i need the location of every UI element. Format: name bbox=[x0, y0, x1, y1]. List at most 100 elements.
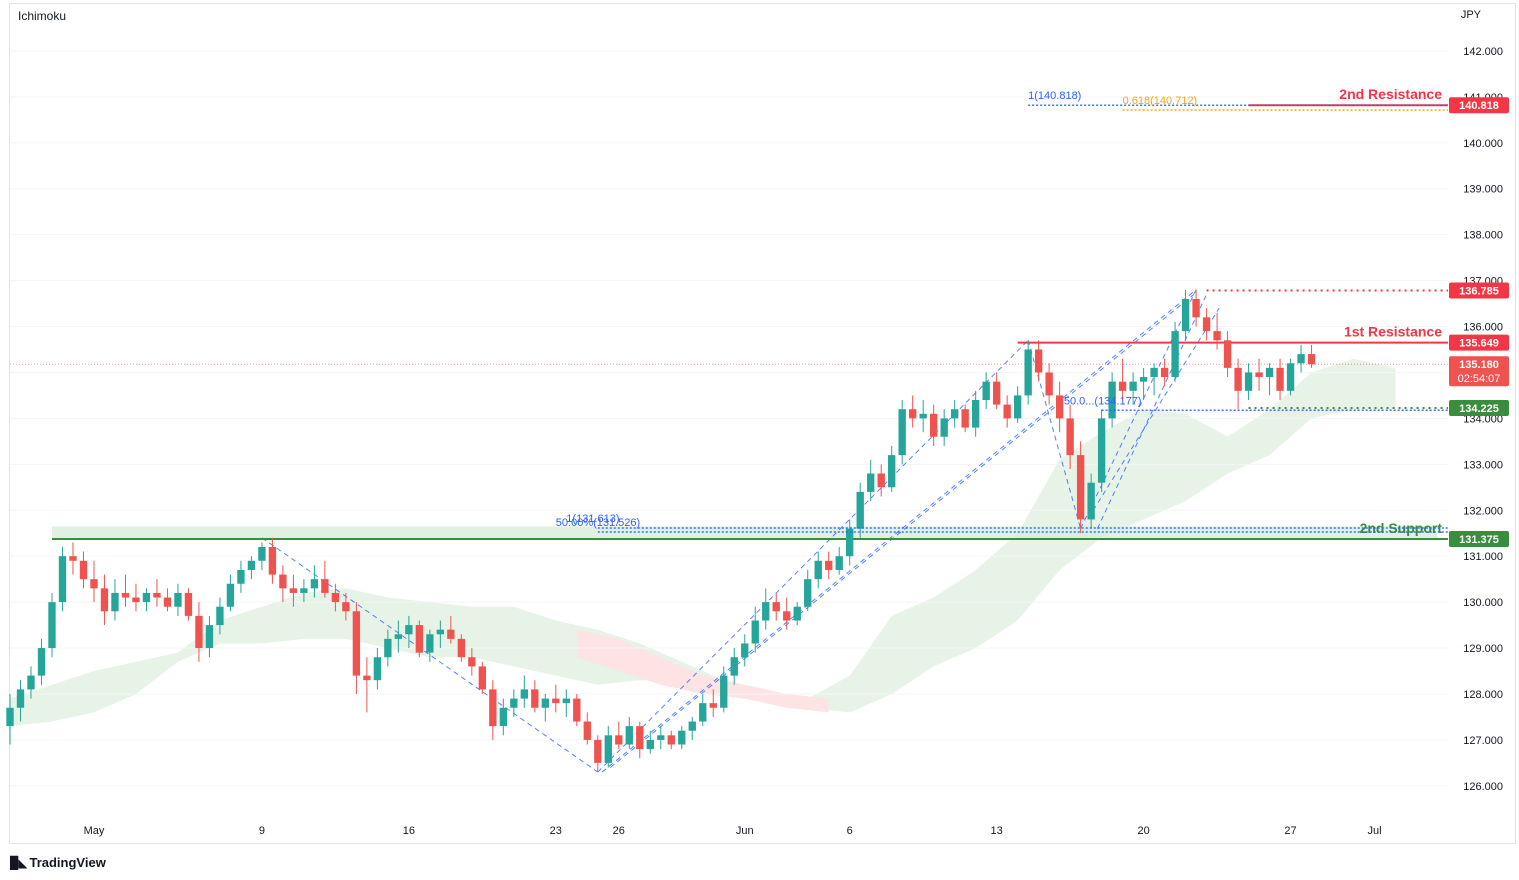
candle-body bbox=[258, 547, 266, 561]
candle bbox=[625, 716, 633, 750]
candle bbox=[615, 721, 623, 750]
candle bbox=[846, 519, 854, 566]
candle bbox=[289, 574, 298, 607]
candle bbox=[888, 445, 896, 492]
candle-body bbox=[636, 726, 644, 750]
candle-body bbox=[478, 666, 487, 690]
candle-body bbox=[457, 638, 466, 658]
pattern-line bbox=[601, 289, 1197, 773]
candle bbox=[258, 542, 266, 570]
candle-body bbox=[342, 602, 350, 612]
candle-body bbox=[1150, 367, 1158, 378]
x-axis[interactable]: May 9 16 23 26 Jun 6 13 20 27 Jul bbox=[84, 825, 1382, 837]
candle-body bbox=[510, 698, 518, 708]
candle-body bbox=[163, 597, 172, 607]
y-tick-label: 139.000 bbox=[1463, 184, 1503, 196]
indicator-label[interactable]: Ichimoku bbox=[18, 9, 67, 23]
candle bbox=[79, 551, 88, 589]
price-label-text: 135.180 bbox=[1459, 359, 1499, 371]
candle-body bbox=[226, 583, 235, 607]
candle bbox=[352, 602, 361, 694]
candle-body bbox=[1045, 372, 1053, 396]
candle bbox=[1108, 372, 1116, 428]
y-axis[interactable]: 142.000141.000140.000139.000138.000137.0… bbox=[1463, 46, 1503, 793]
candle bbox=[268, 537, 277, 584]
candle-body bbox=[1108, 381, 1116, 419]
candle bbox=[468, 648, 476, 676]
candle bbox=[751, 606, 759, 653]
candle-body bbox=[394, 634, 403, 639]
candle-body bbox=[846, 528, 854, 557]
candle bbox=[100, 574, 109, 626]
candle-body bbox=[520, 689, 528, 699]
candle bbox=[531, 680, 539, 713]
candle bbox=[1286, 358, 1295, 396]
candle-body bbox=[1003, 404, 1011, 419]
y-tick-label: 129.000 bbox=[1463, 643, 1503, 655]
candle bbox=[1202, 308, 1211, 341]
candle-body bbox=[783, 611, 791, 621]
candle bbox=[247, 556, 256, 580]
candle-body bbox=[541, 698, 549, 708]
pattern-line bbox=[1027, 340, 1082, 529]
candle bbox=[426, 629, 434, 662]
price-label-bg bbox=[1449, 400, 1509, 417]
candle-body bbox=[730, 657, 738, 676]
candle bbox=[835, 547, 843, 575]
candle-body bbox=[79, 560, 88, 580]
cloud-red-area bbox=[576, 629, 829, 713]
candle bbox=[436, 620, 445, 649]
candle bbox=[405, 615, 413, 649]
candle-body bbox=[971, 400, 980, 428]
candle bbox=[1097, 409, 1106, 492]
candle-body bbox=[898, 409, 906, 456]
candle-body bbox=[804, 579, 812, 607]
candle bbox=[394, 620, 403, 653]
candle bbox=[1160, 358, 1169, 387]
candle bbox=[48, 592, 56, 658]
candle-body bbox=[153, 592, 161, 598]
level-name: 2nd Resistance bbox=[1339, 86, 1442, 102]
candle bbox=[982, 372, 990, 410]
candle-body bbox=[247, 560, 256, 570]
candle bbox=[1066, 404, 1074, 469]
candle-body bbox=[111, 592, 119, 612]
cloud-green-area bbox=[10, 358, 1396, 727]
brand[interactable]: ▉◣ TradingView bbox=[10, 855, 106, 870]
price-label-bg bbox=[1449, 97, 1509, 114]
candle-body bbox=[1097, 418, 1106, 483]
candle bbox=[279, 565, 287, 603]
candle-body bbox=[888, 455, 896, 488]
candle-body bbox=[373, 657, 382, 681]
candle bbox=[1076, 441, 1085, 534]
candle-body bbox=[950, 409, 959, 419]
candle bbox=[814, 551, 822, 589]
candle-body bbox=[751, 620, 759, 644]
candle bbox=[27, 666, 35, 699]
candle bbox=[898, 400, 906, 465]
candle bbox=[741, 634, 749, 667]
candle bbox=[992, 372, 1001, 410]
candle-body bbox=[961, 409, 969, 428]
candle bbox=[950, 400, 959, 428]
candle bbox=[478, 661, 487, 694]
candle bbox=[1265, 363, 1274, 396]
candle bbox=[699, 693, 707, 727]
candle-body bbox=[940, 418, 948, 437]
support-zone bbox=[51, 526, 1438, 539]
y-tick-label: 127.000 bbox=[1463, 735, 1503, 747]
candle bbox=[111, 579, 119, 621]
candle bbox=[1150, 363, 1158, 396]
candle-body bbox=[1055, 395, 1064, 419]
candle-body bbox=[1013, 395, 1022, 419]
candle bbox=[1118, 358, 1127, 401]
candle bbox=[415, 620, 424, 658]
candle bbox=[667, 730, 675, 750]
candle bbox=[604, 726, 612, 768]
y-tick-label: 134.000 bbox=[1463, 413, 1503, 425]
price-countdown: 02:54:07 bbox=[1458, 373, 1501, 385]
y-tick-label: 128.000 bbox=[1463, 689, 1503, 701]
candle-body bbox=[363, 675, 371, 681]
candle bbox=[300, 579, 308, 603]
